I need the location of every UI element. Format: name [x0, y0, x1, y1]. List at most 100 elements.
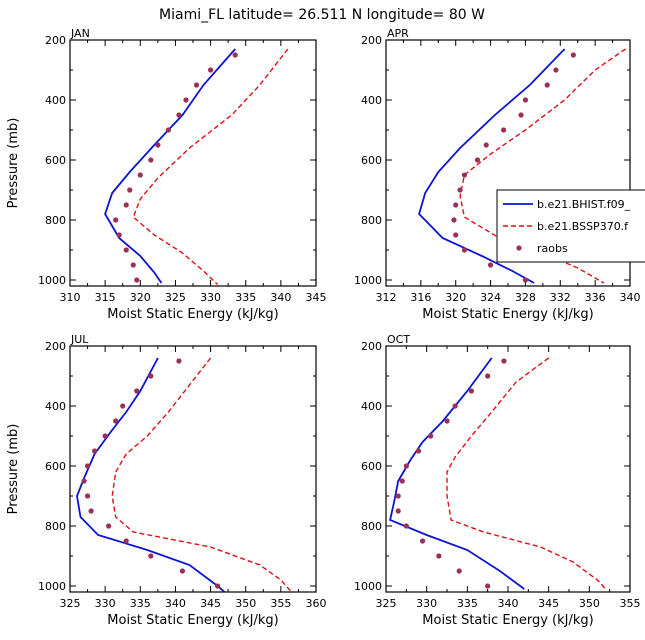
plot-frame — [385, 345, 631, 593]
x-tick-label: 355 — [270, 597, 291, 610]
raobs-point — [176, 112, 182, 118]
y-tick-label: 200 — [45, 340, 66, 353]
x-tick-label: 316 — [410, 291, 431, 304]
legend-label: b.e21.BHIST.f09_ — [537, 198, 631, 211]
x-axis-title: Moist Static Energy (kJ/kg) — [107, 613, 278, 628]
raobs-point — [428, 433, 434, 439]
raobs-point — [501, 127, 507, 133]
raobs-point — [436, 553, 442, 559]
raobs-point — [148, 373, 154, 379]
raobs-point — [501, 358, 507, 364]
raobs-point — [137, 172, 143, 178]
y-axis-title: Pressure (mb) — [6, 118, 21, 209]
panel-label: OCT — [387, 333, 410, 346]
panel-label: APR — [387, 27, 409, 40]
plot-area — [389, 357, 607, 590]
y-tick-label: 800 — [361, 214, 382, 227]
raobs-point — [179, 568, 186, 574]
raobs-point — [487, 262, 494, 268]
raobs-point — [81, 478, 87, 484]
ssp-series-line — [459, 48, 626, 284]
x-tick-label: 328 — [515, 291, 536, 304]
x-tick-label: 350 — [235, 597, 256, 610]
raobs-point — [123, 247, 129, 253]
plot-frame — [69, 39, 317, 287]
raobs-point — [134, 277, 140, 283]
x-tick-label: 336 — [585, 291, 606, 304]
raobs-point — [183, 97, 189, 103]
legend-raobs-marker — [516, 245, 522, 251]
figure-title: Miami_FL latitude= 26.511 N longitude= 8… — [159, 7, 485, 23]
y-tick-label: 600 — [45, 460, 66, 473]
raobs-point — [215, 583, 221, 589]
x-tick-label: 324 — [480, 291, 501, 304]
raobs-point — [148, 553, 154, 559]
x-tick-label: 312 — [376, 291, 397, 304]
raobs-point — [165, 127, 171, 133]
raobs-point — [461, 247, 468, 253]
y-tick-label: 200 — [361, 34, 382, 47]
y-tick-label: 400 — [45, 400, 66, 413]
plot-area — [104, 48, 289, 286]
x-tick-label: 345 — [306, 291, 327, 304]
plot-area — [418, 48, 626, 284]
raobs-point — [485, 583, 491, 589]
raobs-point — [553, 67, 559, 73]
hist-series-line — [418, 48, 566, 284]
raobs-point — [155, 142, 161, 148]
panel-oct: OCT 325 330 335 340 345 350 355 200 400 600 800 1000… — [354, 333, 641, 628]
raobs-point — [92, 448, 98, 454]
ssp-series-line — [446, 357, 607, 590]
raobs-point — [84, 493, 91, 499]
y-tick-label: 1000 — [354, 580, 382, 593]
x-tick-label: 325 — [376, 597, 397, 610]
hist-series-line — [104, 48, 236, 284]
raobs-point — [148, 157, 154, 163]
hist-series-line — [389, 357, 525, 590]
raobs-point — [461, 172, 468, 178]
raobs-point — [522, 277, 529, 283]
raobs-point — [106, 523, 112, 529]
x-tick-label: 340 — [165, 597, 186, 610]
raobs-point — [544, 82, 550, 88]
x-tick-label: 330 — [95, 597, 116, 610]
x-tick-label: 320 — [130, 291, 151, 304]
x-tick-label: 332 — [550, 291, 571, 304]
y-tick-label: 600 — [361, 154, 382, 167]
y-tick-label: 800 — [361, 520, 382, 533]
raobs-point — [207, 67, 214, 73]
y-tick-label: 600 — [45, 154, 66, 167]
y-tick-label: 600 — [361, 460, 382, 473]
x-tick-label: 325 — [60, 597, 81, 610]
raobs-point — [116, 232, 122, 238]
raobs-point — [457, 187, 463, 193]
raobs-point — [522, 97, 529, 103]
x-tick-label: 335 — [457, 597, 478, 610]
panel-label: JAN — [70, 27, 90, 40]
x-axis-title: Moist Static Energy (kJ/kg) — [107, 307, 278, 322]
raobs-point — [193, 82, 200, 88]
raobs-point — [399, 478, 405, 484]
raobs-point — [123, 538, 129, 544]
raobs-point — [127, 187, 133, 193]
y-tick-label: 400 — [45, 94, 66, 107]
x-tick-label: 345 — [538, 597, 559, 610]
plot-frame — [69, 345, 317, 593]
y-axis-title: Pressure (mb) — [6, 424, 21, 515]
raobs-point — [452, 403, 458, 409]
raobs-point — [113, 418, 119, 424]
plot-area — [76, 357, 292, 592]
x-tick-label: 335 — [130, 597, 151, 610]
y-tick-label: 200 — [45, 34, 66, 47]
x-tick-label: 335 — [235, 291, 256, 304]
y-tick-label: 1000 — [38, 580, 66, 593]
x-tick-label: 330 — [200, 291, 221, 304]
x-tick-label: 345 — [200, 597, 221, 610]
ssp-series-line — [111, 357, 292, 592]
raobs-point — [123, 202, 129, 208]
raobs-point — [395, 508, 401, 514]
y-tick-label: 400 — [361, 94, 382, 107]
raobs-point — [570, 52, 576, 58]
